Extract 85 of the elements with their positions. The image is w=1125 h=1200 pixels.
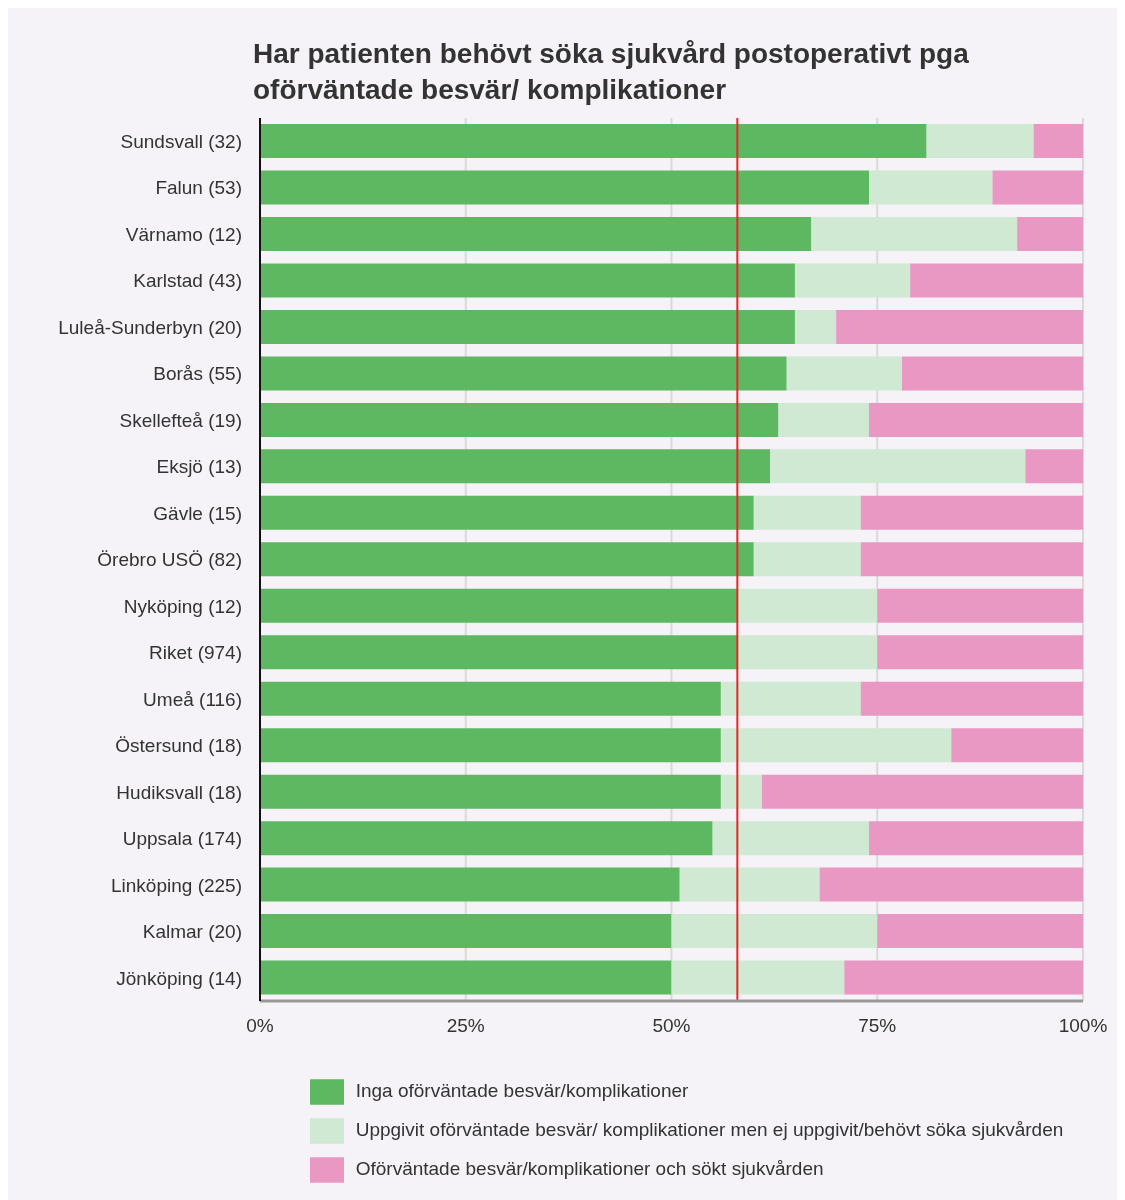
y-tick-label: Hudiksvall (18) xyxy=(116,781,242,803)
bar xyxy=(877,588,1083,623)
bar xyxy=(260,867,680,902)
bar xyxy=(951,728,1083,763)
y-tick-label: Örebro USÖ (82) xyxy=(97,549,242,571)
bar xyxy=(877,914,1083,949)
y-tick-label: Luleå-Sunderbyn (20) xyxy=(58,316,242,338)
y-tick-label: Uppsala (174) xyxy=(122,828,242,850)
bar xyxy=(753,495,861,530)
chart-title: Har patienten behövt söka sjukvård postoperativt pga oförväntade besvär/ komplikationer xyxy=(253,37,970,107)
bar xyxy=(260,588,738,623)
bar xyxy=(712,821,870,856)
bar xyxy=(836,309,1083,344)
bar xyxy=(819,867,1083,902)
bar xyxy=(778,402,870,437)
bar xyxy=(753,542,861,577)
bar xyxy=(869,170,993,205)
y-tick-label: Eksjö (13) xyxy=(156,456,242,478)
y-tick-label: Gävle (15) xyxy=(153,502,242,524)
bar xyxy=(260,124,927,159)
bar xyxy=(679,867,820,902)
bar xyxy=(260,356,787,391)
x-tick-label: 50% xyxy=(652,1015,691,1037)
y-tick-label: Riket (974) xyxy=(149,642,242,664)
bar xyxy=(260,216,812,251)
bar xyxy=(260,495,754,530)
bar xyxy=(737,635,878,670)
bar xyxy=(860,681,1083,716)
bar xyxy=(901,356,1083,391)
bar xyxy=(844,960,1083,995)
bar xyxy=(671,960,845,995)
bar xyxy=(260,681,721,716)
y-tick-label: Skellefteå (19) xyxy=(119,409,242,431)
bar xyxy=(671,914,878,949)
y-tick-label: Sundsvall (32) xyxy=(120,130,242,152)
bar xyxy=(794,309,837,344)
legend-label: Oförväntade besvär/komplikationer och sökt sjukvården xyxy=(355,1158,824,1179)
legend-label: Uppgivit oförväntade besvär/ komplikationer men ej uppgivit/behövt söka sjukvården xyxy=(355,1119,1064,1140)
bar xyxy=(260,728,721,763)
bar xyxy=(260,774,721,809)
bar xyxy=(1025,449,1083,484)
bar xyxy=(869,821,1083,856)
bar xyxy=(770,449,1026,484)
bar xyxy=(260,449,771,484)
y-tick-label: Karlstad (43) xyxy=(133,270,242,292)
bar xyxy=(720,728,952,763)
bar xyxy=(877,635,1083,670)
bar xyxy=(910,263,1083,298)
bar xyxy=(260,402,779,437)
y-tick-label: Kalmar (20) xyxy=(142,921,242,943)
bar xyxy=(1017,216,1083,251)
bar xyxy=(260,542,754,577)
bar xyxy=(992,170,1083,205)
bar xyxy=(260,960,672,995)
y-tick-label: Falun (53) xyxy=(155,177,242,199)
y-tick-label: Östersund (18) xyxy=(115,735,242,757)
bar xyxy=(786,356,902,391)
y-tick-label: Umeå (116) xyxy=(143,688,242,710)
bar xyxy=(260,309,795,344)
y-tick-label: Jönköping (14) xyxy=(116,967,242,989)
x-tick-label: 100% xyxy=(1058,1015,1108,1037)
y-tick-label: Nyköping (12) xyxy=(123,595,242,617)
x-tick-label: 75% xyxy=(858,1015,897,1037)
bar xyxy=(720,774,763,809)
bar xyxy=(737,588,878,623)
x-tick-label: 25% xyxy=(446,1015,485,1037)
bar xyxy=(926,124,1034,159)
bar xyxy=(260,170,870,205)
y-tick-label: Värnamo (12) xyxy=(125,223,242,245)
bar xyxy=(260,263,795,298)
bar xyxy=(811,216,1018,251)
bar xyxy=(260,821,713,856)
bar xyxy=(869,402,1083,437)
bar xyxy=(860,542,1083,577)
y-tick-label: Linköping (225) xyxy=(111,874,242,896)
bar xyxy=(860,495,1083,530)
bar xyxy=(1033,124,1083,159)
bar xyxy=(794,263,911,298)
bar xyxy=(260,914,672,949)
y-tick-label: Borås (55) xyxy=(153,363,242,385)
bar xyxy=(762,774,1083,809)
bar xyxy=(720,681,861,716)
legend-label: Inga oförväntade besvär/komplikationer xyxy=(355,1080,689,1101)
bar xyxy=(260,635,738,670)
x-tick-label: 0% xyxy=(246,1015,274,1037)
